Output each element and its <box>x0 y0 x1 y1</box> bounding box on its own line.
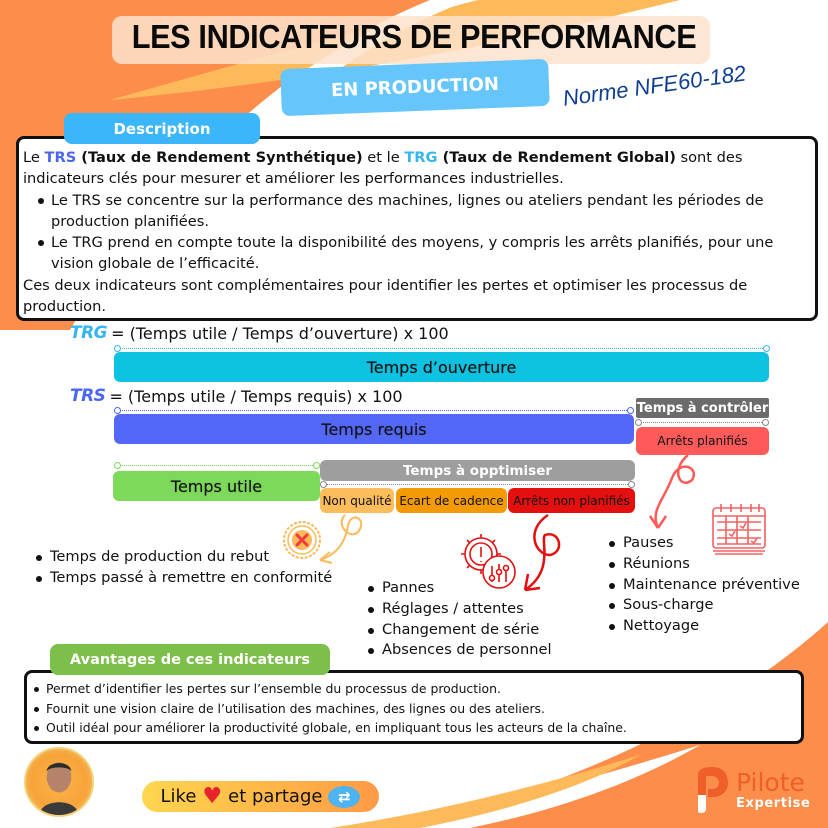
avantages-tab: Avantages de ces indicateurs <box>50 644 330 675</box>
trs-full: (Taux de Rendement Synthétique) <box>76 149 363 166</box>
trg-formula-expr: = (Temps utile / Temps d’ouverture) x 10… <box>111 323 449 343</box>
heart-icon: ♥ <box>202 783 223 809</box>
temps-utile-bar: Temps utile <box>113 471 320 501</box>
arrets-non-planifies-list: Pannes Réglages / attentes Changement de… <box>365 578 552 661</box>
list-item: Temps de production du rebut <box>33 547 332 568</box>
share-label: et partage <box>228 786 323 807</box>
avantages-box: Permet d’identifier les pertes sur l’ens… <box>24 670 804 744</box>
description-intro: Le TRS (Taux de Rendement Synthétique) e… <box>23 147 809 190</box>
logo-p-icon <box>698 767 728 813</box>
trg-formula: TRG = (Temps utile / Temps d’ouverture) … <box>70 323 449 343</box>
non-qualite-box: Non qualité <box>320 488 394 513</box>
list-item: Nettoyage <box>606 616 800 637</box>
intro-suffix: sont des indicateurs clés pour mesurer e… <box>23 149 743 188</box>
temps-a-optimiser-label: Temps à opptimiser <box>320 460 635 481</box>
trg-full: (Taux de Rendement Global) <box>437 149 676 166</box>
arrets-planifies-box: Arrêts planifiés <box>636 427 769 455</box>
list-item: Réunions <box>606 554 800 575</box>
calendar-icon <box>709 500 769 556</box>
like-label: Like <box>160 786 197 807</box>
title-highlight <box>112 16 710 64</box>
controler-span-line <box>635 419 769 426</box>
logo-name: Pilote <box>736 768 805 797</box>
temps-requis-bar: Temps requis <box>114 414 634 444</box>
description-box: Le TRS (Taux de Rendement Synthétique) e… <box>16 136 818 321</box>
temps-a-controler-label: Temps à contrôler <box>636 398 769 418</box>
trs-span-line <box>114 407 634 414</box>
trs-code: TRS <box>44 149 77 166</box>
list-item: Pannes <box>365 578 552 599</box>
utile-span-line <box>114 462 320 469</box>
description-conclusion: Ces deux indicateurs sont complémentaire… <box>23 276 748 316</box>
avatar <box>24 747 94 817</box>
avantage-item: Outil idéal pour améliorer la productivi… <box>32 718 795 738</box>
pilote-expertise-logo: Pilote Expertise <box>694 765 810 815</box>
list-item: Temps passé à remettre en conformité <box>33 568 332 589</box>
trs-formula-expr: = (Temps utile / Temps requis) x 100 <box>109 386 403 406</box>
description-bullet: Le TRG prend en compte toute la disponib… <box>37 232 809 275</box>
intro-mid: et le <box>362 149 405 166</box>
temps-ouverture-bar: Temps d’ouverture <box>114 352 769 382</box>
list-item: Sous-charge <box>606 595 800 616</box>
page-title: LES INDICATEURS DE PERFORMANCE <box>131 18 697 55</box>
description-bullet: Le TRS se concentre sur la performance d… <box>37 190 809 233</box>
ecart-cadence-box: Ecart de cadence <box>396 488 507 513</box>
like-share-button[interactable]: Like ♥ et partage ⇄ <box>142 781 379 812</box>
trg-code: TRG <box>404 149 438 166</box>
arrets-planifies-list: Pauses Réunions Maintenance préventive S… <box>606 533 800 637</box>
list-item: Maintenance préventive <box>606 575 800 596</box>
logo-sub: Expertise <box>736 796 811 811</box>
trs-formula: TRS = (Temps utile / Temps requis) x 100 <box>70 386 403 406</box>
trg-formula-code: TRG <box>70 323 108 343</box>
gear-settings-icon <box>455 530 525 592</box>
avantage-item: Fournit une vision claire de l’utilisati… <box>32 699 795 719</box>
avantage-item: Permet d’identifier les pertes sur l’ens… <box>32 679 795 699</box>
list-item: Absences de personnel <box>365 640 552 661</box>
non-qualite-list: Temps de production du rebut Temps passé… <box>33 547 332 589</box>
list-item: Réglages / attentes <box>365 599 552 620</box>
trs-formula-code: TRS <box>70 386 106 406</box>
intro-prefix: Le <box>23 149 45 166</box>
share-icon: ⇄ <box>328 785 361 808</box>
optimiser-span-line <box>320 481 635 488</box>
description-tab: Description <box>64 113 260 144</box>
list-item: Changement de série <box>365 620 552 641</box>
description-bullets: Le TRS se concentre sur la performance d… <box>23 190 809 275</box>
list-item: Pauses <box>606 533 800 554</box>
arrets-non-planifies-box: Arrêts non planifiés <box>508 488 635 513</box>
trg-span-line <box>114 345 770 352</box>
